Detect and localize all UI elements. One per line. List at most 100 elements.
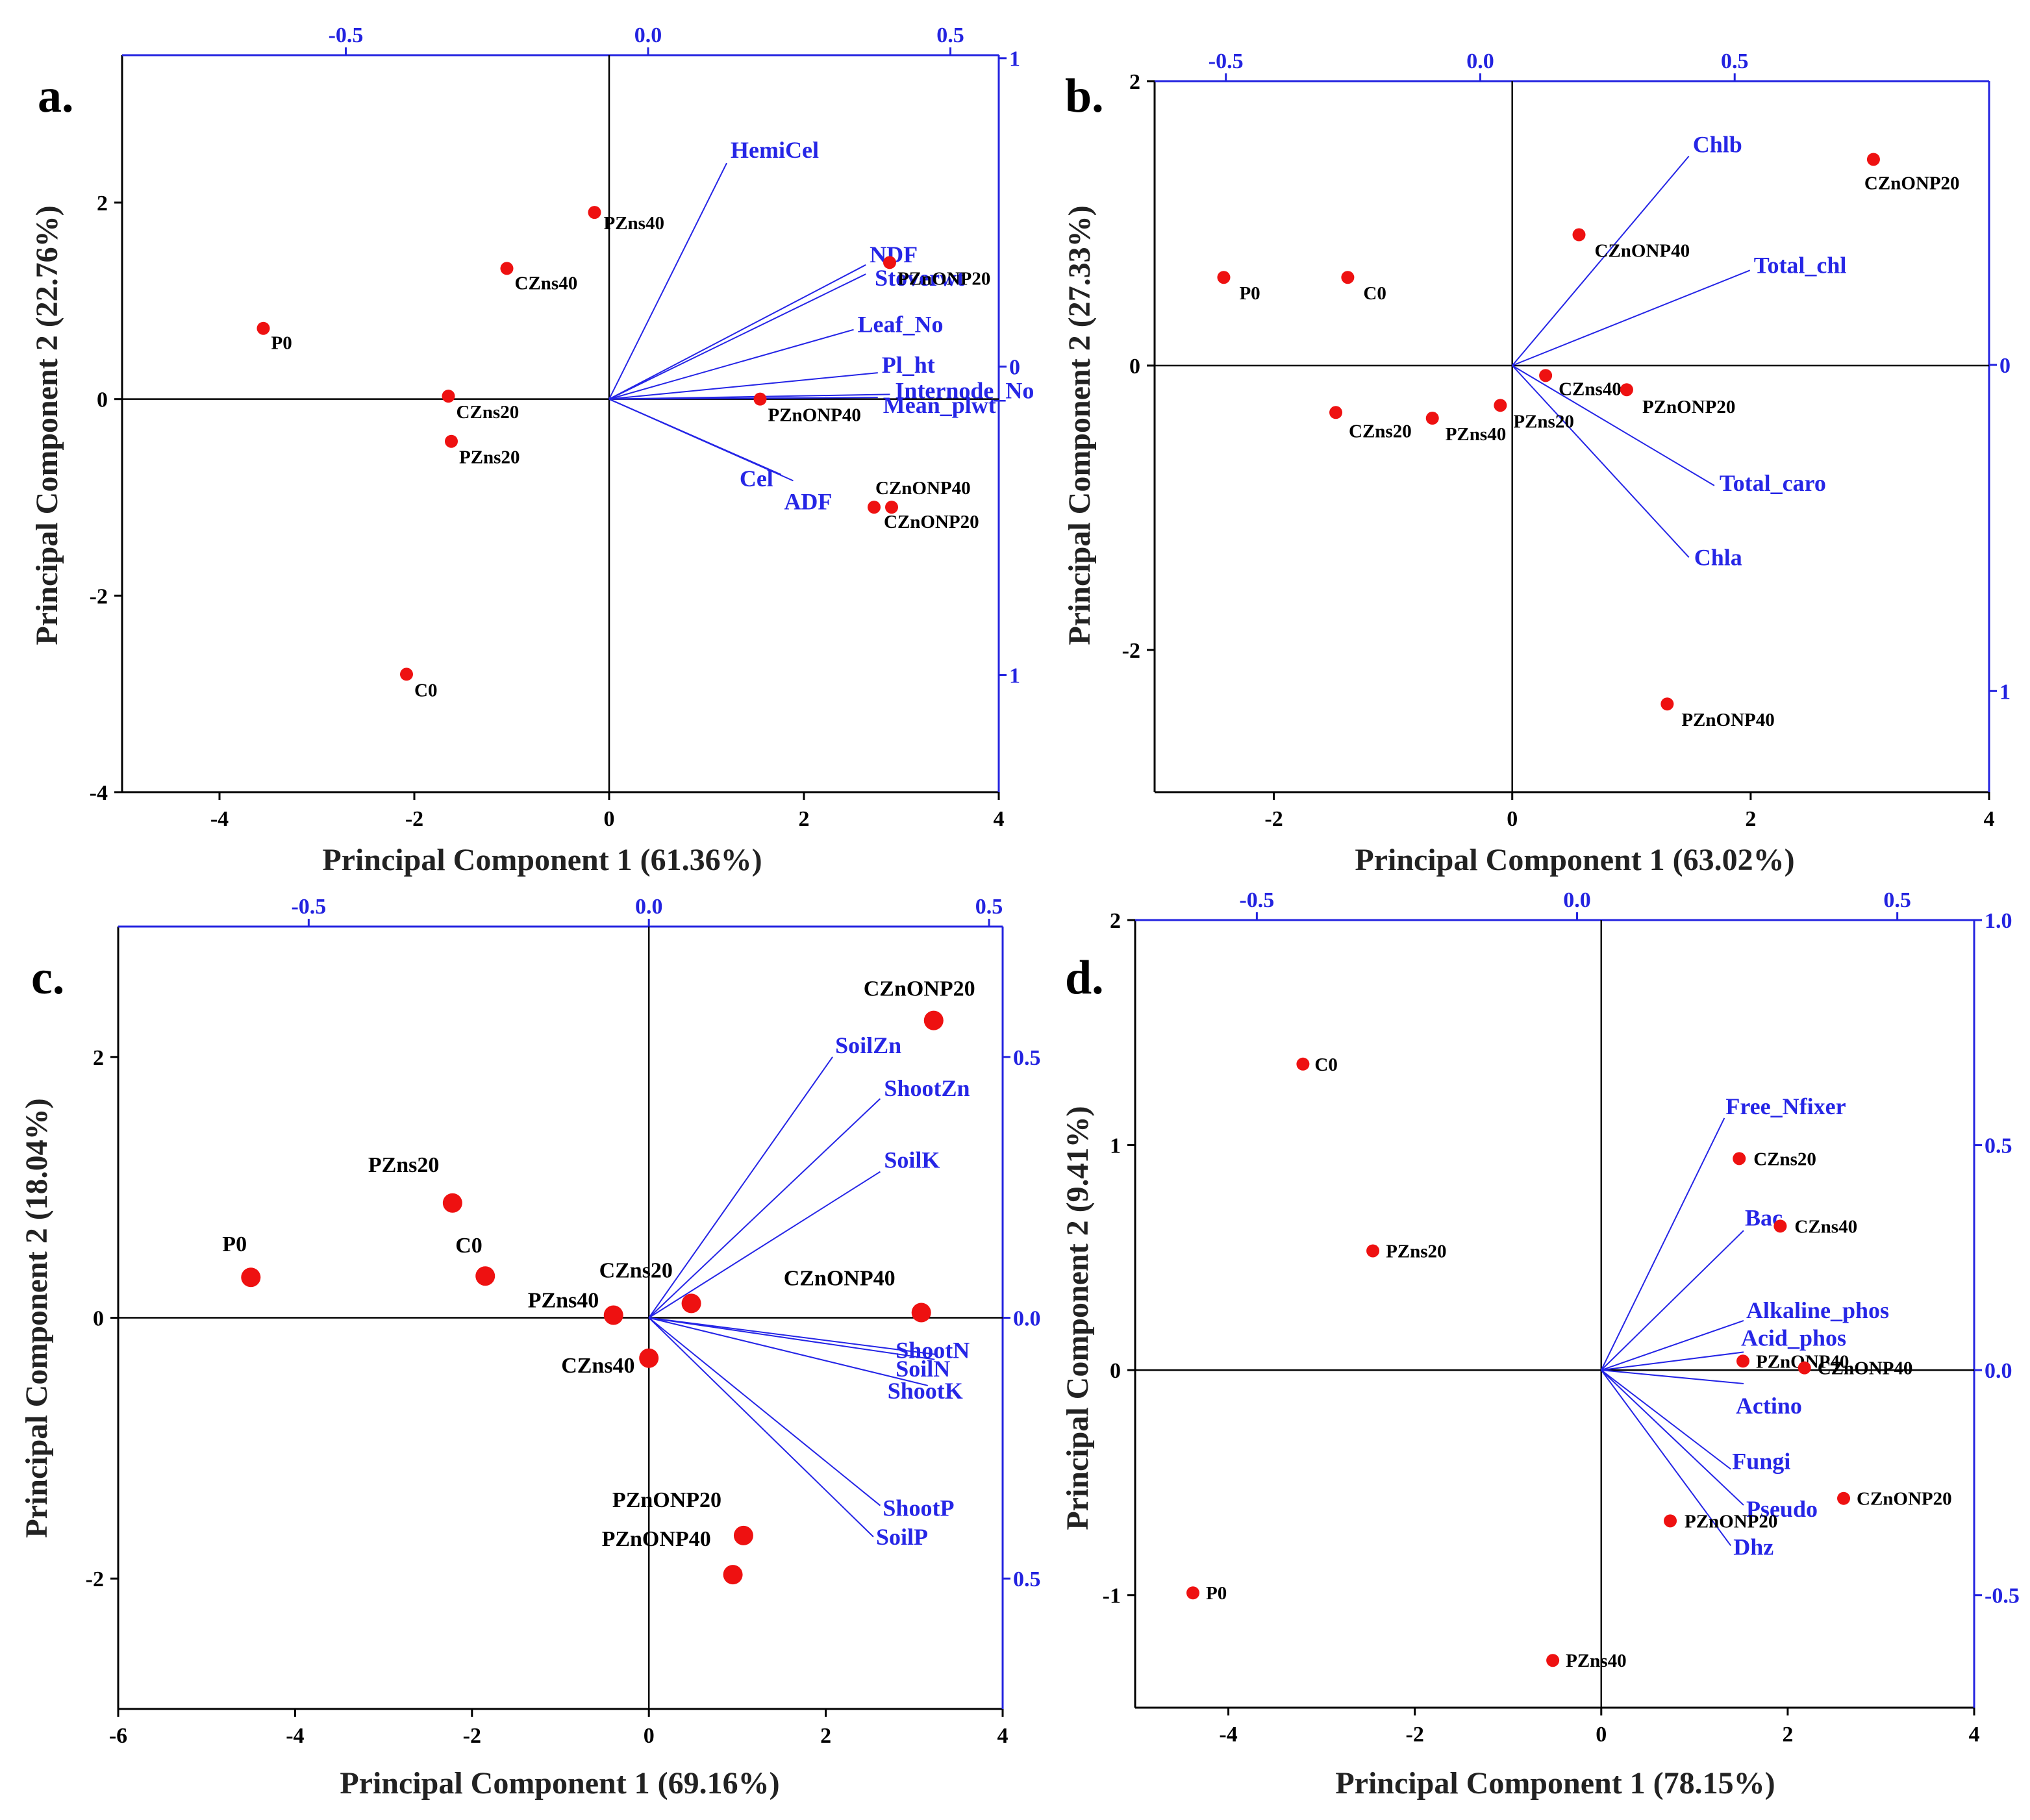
sample-label: PZnONP20	[1685, 1511, 1777, 1532]
loading-vector	[649, 1317, 935, 1355]
y-axis-title: Principal Component 2 (22.76%)	[30, 205, 64, 645]
loading-vector	[1601, 1369, 1744, 1506]
sample-label: P0	[1239, 283, 1260, 304]
sample-point	[475, 1266, 495, 1286]
sample-point	[1329, 406, 1343, 419]
loading-vector	[1512, 365, 1715, 486]
x-tick-label: 4	[1969, 1723, 1980, 1747]
loading-vector	[648, 1056, 833, 1319]
loading-label: Leaf_No	[858, 312, 944, 338]
sample-point	[1366, 1244, 1380, 1258]
sample-point	[588, 206, 601, 219]
top-tick-label: 0.5	[975, 895, 1003, 919]
sample-label: PZnONP20	[1642, 397, 1735, 418]
x-tick-label: 0	[1507, 807, 1518, 831]
right-tick-label: 0	[1009, 356, 1020, 380]
panel-b: b. -2 0 2 4 -2 0 2 -0.5 0.0 0.5 0 1 Chlb Total_chl Tot…	[1062, 49, 2011, 877]
y-tick-label: -2	[90, 584, 108, 608]
panel-d: d. -4 -2 0 2 4 -1 0 1 2 -0.5 0.0 0.5 1.0 0.5 0.0 -0.5 Fr…	[1060, 888, 2020, 1801]
sample-point	[868, 501, 881, 514]
y-tick-label: -1	[1103, 1584, 1121, 1608]
loading-label: Total_caro	[1720, 470, 1826, 496]
panel-letter: c.	[31, 951, 64, 1004]
sample-label: CZnONP40	[1595, 241, 1690, 262]
sample-point	[1425, 412, 1439, 425]
loading-label: Mean_plwt	[883, 392, 996, 418]
loading-label: Pl_ht	[882, 352, 935, 378]
sample-label: PZnONP20	[897, 268, 990, 289]
top-tick-label: -0.5	[1209, 49, 1244, 73]
sample-point	[753, 392, 767, 406]
y-axis-title: Principal Component 2 (9.41%)	[1060, 1106, 1095, 1530]
sample-label: P0	[271, 333, 292, 354]
loading-label: SoilK	[884, 1147, 940, 1173]
loading-label: Total_chl	[1754, 252, 1847, 278]
sample-label: C0	[455, 1234, 482, 1258]
sample-label: P0	[222, 1232, 247, 1256]
sample-point	[1660, 697, 1674, 711]
x-tick-label: 0	[1596, 1723, 1607, 1747]
loading-vector	[1601, 1369, 1731, 1470]
x-tick-label: -2	[405, 807, 423, 831]
sample-label: CZnONP40	[784, 1266, 896, 1290]
sample-point	[723, 1565, 743, 1585]
loading-label: Alkaline_phos	[1746, 1297, 1889, 1323]
sample-label: PZns20	[459, 447, 520, 468]
loading-label: Dhz	[1733, 1534, 1773, 1560]
loading-vector	[1600, 1369, 1732, 1547]
sample-point	[1837, 1491, 1851, 1505]
sample-point	[1733, 1152, 1746, 1166]
top-tick-label: -0.5	[291, 895, 326, 919]
sample-point	[733, 1525, 753, 1545]
y-tick-label: 0	[97, 388, 108, 412]
loading-vector	[1511, 365, 1690, 558]
y-tick-label: 2	[1129, 70, 1140, 94]
loading-vector	[608, 273, 866, 400]
sample-label: PZnONP40	[768, 405, 861, 426]
loading-label: Chlb	[1693, 132, 1742, 158]
sample-label: C0	[414, 680, 437, 701]
sample-point	[883, 256, 896, 269]
x-tick-label: -4	[286, 1724, 304, 1748]
x-axis-title: Principal Component 1 (78.15%)	[1335, 1766, 1775, 1801]
sample-label: PZnONP40	[602, 1527, 711, 1551]
sample-label: CZns20	[599, 1258, 673, 1282]
loading-label: Fungi	[1732, 1449, 1790, 1475]
sample-label: PZns20	[1386, 1241, 1446, 1262]
sample-point	[1736, 1354, 1749, 1368]
sample-point	[1296, 1057, 1310, 1071]
sample-label: P0	[1206, 1583, 1227, 1604]
sample-point	[885, 501, 898, 514]
sample-point	[1664, 1514, 1677, 1528]
sample-point	[442, 1193, 462, 1213]
y-tick-label: 0	[93, 1307, 104, 1331]
sample-label: CZnONP20	[884, 512, 979, 532]
sample-point	[1341, 271, 1355, 284]
sample-point	[400, 667, 413, 681]
y-tick-label: 2	[93, 1046, 104, 1070]
top-tick-label: -0.5	[329, 23, 364, 47]
loading-label: ADF	[784, 488, 832, 514]
top-tick-label: 0.5	[1883, 888, 1911, 912]
right-tick-label: 0	[1999, 354, 2011, 378]
top-tick-label: 0.0	[634, 23, 662, 47]
sample-point	[1186, 1586, 1200, 1600]
loading-label: Actino	[1736, 1393, 1802, 1419]
sample-point	[1217, 271, 1231, 284]
panel-letter: a.	[38, 69, 74, 123]
loading-vector	[648, 1317, 874, 1538]
x-tick-label: -2	[463, 1724, 481, 1748]
loading-vector	[1512, 269, 1751, 366]
sample-point	[445, 434, 458, 448]
loading-vector	[648, 1317, 881, 1506]
top-tick-label: 0.5	[1721, 49, 1749, 73]
x-tick-label: -2	[1406, 1723, 1424, 1747]
y-tick-label: 0	[1129, 355, 1140, 379]
sample-point	[257, 321, 270, 335]
sample-label: CZns40	[515, 273, 578, 293]
x-tick-label: 4	[1984, 807, 1995, 831]
sample-point	[1572, 228, 1586, 242]
y-tick-label: -2	[86, 1567, 104, 1591]
sample-label: CZns20	[1753, 1149, 1816, 1169]
